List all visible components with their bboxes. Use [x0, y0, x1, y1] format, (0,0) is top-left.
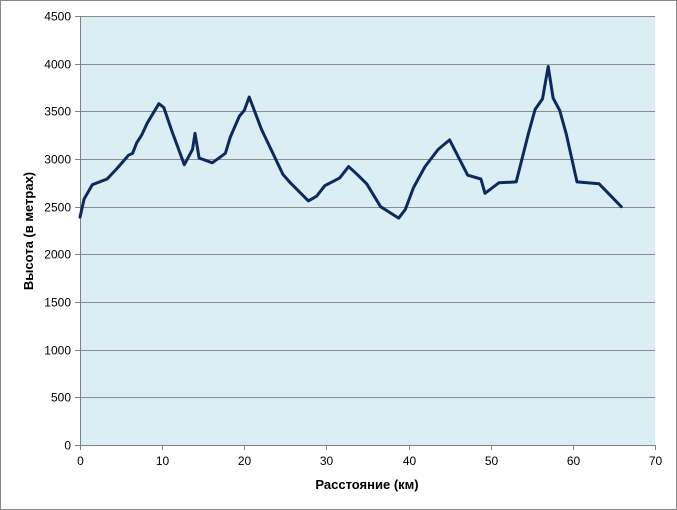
y-tick-label: 2500	[44, 201, 71, 215]
x-tick-label: 40	[403, 454, 417, 468]
x-tick-label: 60	[567, 454, 581, 468]
gridlines	[80, 16, 655, 398]
x-tick-label: 50	[485, 454, 499, 468]
x-axis-title: Расстояние (км)	[315, 477, 418, 492]
y-tick-label: 1000	[44, 344, 71, 358]
y-tick-label: 500	[51, 391, 71, 405]
x-tick-label: 70	[649, 454, 663, 468]
y-tick-label: 3000	[44, 153, 71, 167]
x-tick-label: 10	[156, 454, 170, 468]
y-tick-label: 4500	[44, 10, 71, 24]
x-tick-label: 0	[77, 454, 84, 468]
x-tick-label: 20	[238, 454, 252, 468]
y-tick-label: 4000	[44, 58, 71, 72]
plot-area	[80, 16, 655, 445]
y-tick-label: 0	[64, 439, 71, 453]
y-tick-label: 1500	[44, 296, 71, 310]
x-tick-label: 30	[320, 454, 334, 468]
y-tick-label: 2000	[44, 248, 71, 262]
y-axis-title: Высота (в метрах)	[21, 172, 36, 290]
elevation-series-line	[78, 65, 623, 220]
axes: 0 500 1000 1500 2000 2500 3000 3500 4000 4500 0 10 2…	[44, 10, 662, 469]
series-layer	[78, 65, 623, 220]
y-tick-label: 3500	[44, 105, 71, 119]
